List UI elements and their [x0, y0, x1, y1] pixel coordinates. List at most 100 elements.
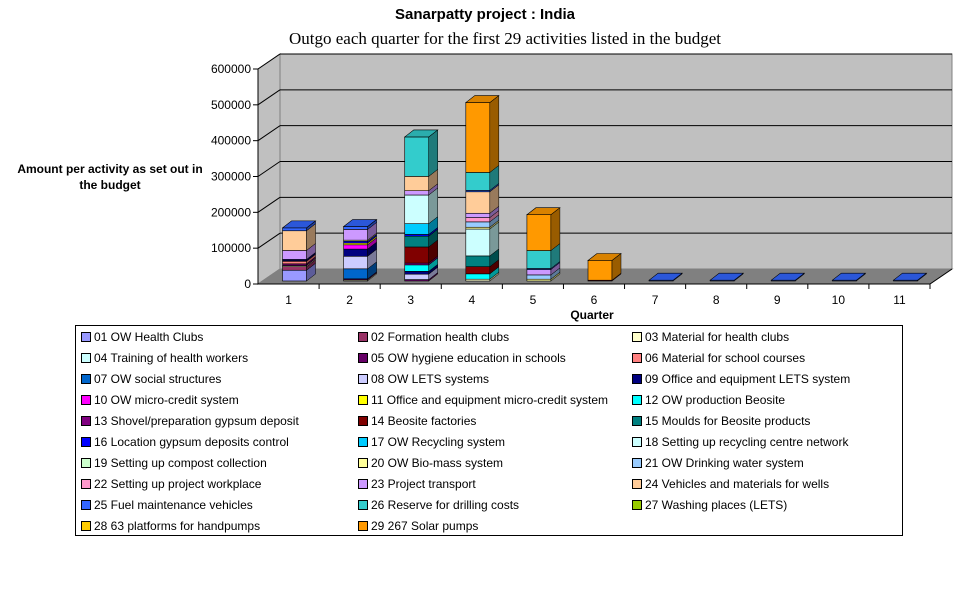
gridline-side — [257, 89, 281, 106]
x-tick-label: 8 — [713, 293, 720, 307]
legend-item: 02 Formation health clubs — [358, 329, 509, 345]
legend-item: 24 Vehicles and materials for wells — [632, 476, 829, 492]
bar-segment — [465, 102, 491, 173]
legend-swatch — [81, 395, 91, 405]
bar-top — [587, 253, 622, 261]
bar-segment — [465, 172, 491, 191]
bar-top — [281, 220, 317, 229]
legend-label: 23 Project transport — [371, 477, 476, 491]
legend-label: 19 Setting up compost collection — [94, 456, 267, 470]
chart-subtitle: Outgo each quarter for the first 29 acti… — [289, 29, 721, 48]
bar-stack — [770, 272, 806, 282]
legend-label: 26 Reserve for drilling costs — [371, 498, 520, 512]
bar-segment — [465, 255, 491, 267]
bar-segment — [343, 255, 368, 270]
y-tick-label: 0 — [244, 277, 251, 291]
legend-label: 15 Moulds for Beosite products — [645, 414, 811, 428]
legend-item: 29 267 Solar pumps — [358, 518, 478, 534]
legend-item: 19 Setting up compost collection — [81, 455, 267, 471]
legend-label: 21 OW Drinking water system — [645, 456, 804, 470]
legend-item: 08 OW LETS systems — [358, 371, 489, 387]
bar-segment — [343, 244, 368, 250]
gridlines — [257, 53, 952, 249]
legend-label: 16 Location gypsum deposits control — [94, 435, 289, 449]
legend-item: 25 Fuel maintenance vehicles — [81, 497, 253, 513]
legend-item: 14 Beosite factories — [358, 413, 476, 429]
bar-segment — [404, 264, 430, 272]
x-tick-label: 6 — [591, 293, 598, 307]
legend-label: 14 Beosite factories — [371, 414, 477, 428]
bar-segment-side — [428, 129, 438, 177]
gridline-side — [257, 125, 281, 142]
legend-item: 20 OW Bio-mass system — [358, 455, 503, 471]
x-tick-label: 3 — [407, 293, 414, 307]
bar-segment — [587, 260, 613, 281]
bar-segment — [282, 250, 307, 260]
bar-segment — [404, 190, 430, 196]
bar-top — [892, 272, 928, 281]
legend-label: 06 Material for school courses — [645, 351, 806, 365]
bar-segment-side — [550, 207, 561, 252]
legend-swatch — [81, 479, 91, 489]
bar-segment — [404, 136, 430, 177]
legend-label: 03 Material for health clubs — [645, 330, 790, 344]
bar-segment — [343, 248, 368, 257]
bar-stack — [403, 129, 439, 282]
y-tick-label: 100000 — [211, 241, 251, 255]
legend-label: 07 OW social structures — [94, 372, 222, 386]
y-tick-label: 200000 — [211, 205, 251, 219]
bars — [281, 95, 928, 282]
bar-segment — [465, 221, 491, 228]
legend-item: 15 Moulds for Beosite products — [632, 413, 810, 429]
bar-top — [770, 272, 806, 281]
legend-swatch — [81, 353, 91, 363]
bar-top — [464, 95, 500, 103]
legend-swatch — [81, 500, 91, 510]
legend-swatch — [358, 395, 368, 405]
legend-swatch — [632, 500, 642, 510]
bar-top — [831, 272, 867, 281]
bar-segment — [343, 229, 368, 241]
legend-swatch — [81, 521, 91, 531]
y-tick-label: 500000 — [211, 98, 251, 112]
bar-segment — [343, 268, 368, 280]
legend-swatch — [632, 353, 642, 363]
bar-segment — [465, 266, 491, 275]
x-tick-label: 4 — [468, 293, 475, 307]
legend-swatch — [632, 395, 642, 405]
bar-top — [648, 272, 683, 281]
legend-swatch — [632, 416, 642, 426]
bar-segment-side — [489, 95, 500, 173]
bar-segment — [404, 235, 430, 248]
legend-swatch — [358, 479, 368, 489]
bar-stack — [892, 272, 928, 282]
x-tick-label: 10 — [832, 293, 846, 307]
legend-label: 25 Fuel maintenance vehicles — [94, 498, 253, 512]
x-axis-label: Quarter — [570, 308, 614, 322]
y-tick-label: 400000 — [211, 134, 251, 148]
y-tick-label: 300000 — [211, 170, 251, 184]
y-axis-label: Amount per activity as set out in the bu… — [17, 162, 203, 192]
bar-segment — [404, 273, 430, 280]
legend-swatch — [632, 374, 642, 384]
legend-item: 01 OW Health Clubs — [81, 329, 203, 345]
legend-item: 03 Material for health clubs — [632, 329, 789, 345]
gridline-side — [257, 232, 281, 249]
legend-label: 01 OW Health Clubs — [94, 330, 204, 344]
gridline-side — [257, 53, 281, 70]
bar-segment — [404, 271, 430, 275]
bar-stack — [342, 219, 378, 282]
chart-plot: 0 100000 200000 300000 400000 500000 600000 1 2 3… — [211, 53, 954, 322]
legend-swatch — [358, 332, 368, 342]
bar-segment — [465, 212, 491, 218]
legend-swatch — [358, 374, 368, 384]
bar-segment — [282, 269, 307, 282]
legend-swatch — [358, 458, 368, 468]
legend-label: 04 Training of health workers — [94, 351, 249, 365]
bar-segment — [343, 226, 368, 230]
bar-segment — [465, 228, 491, 257]
bar-segment — [526, 214, 552, 251]
legend-swatch — [358, 437, 368, 447]
legend-swatch — [632, 437, 642, 447]
x-tick-label: 9 — [774, 293, 781, 307]
